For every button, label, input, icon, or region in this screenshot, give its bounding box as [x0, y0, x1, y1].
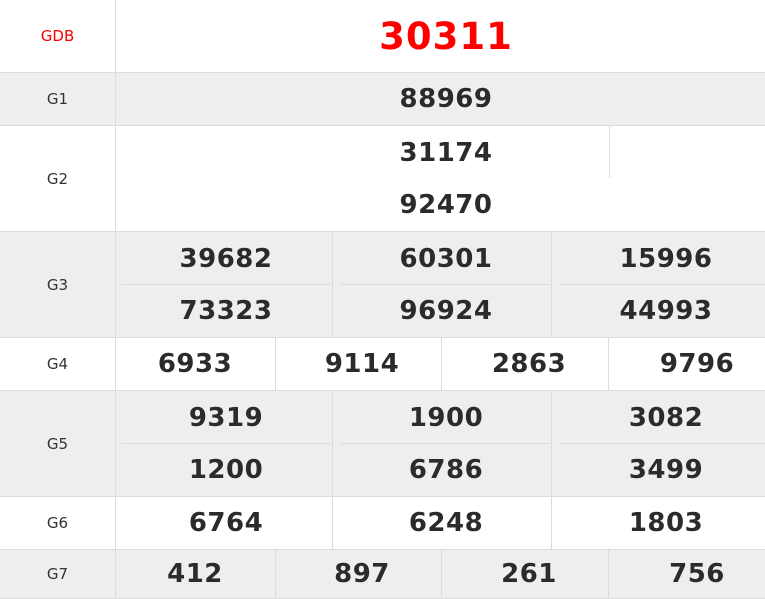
prize-number: 73323 [179, 296, 273, 326]
prize-number: 261 [501, 559, 557, 589]
prize-number: 9114 [324, 349, 400, 379]
prize-number: 15996 [619, 243, 713, 274]
prize-number: 897 [334, 559, 390, 589]
column-divider [551, 497, 552, 549]
prize-number: 6764 [188, 508, 264, 538]
prize-number: 31174 [399, 137, 493, 168]
prize-number: 6248 [408, 508, 484, 538]
row-divider [121, 284, 331, 285]
column-divider [332, 391, 333, 496]
row-divider [560, 284, 765, 285]
row-divider [341, 284, 550, 285]
prize-number: 60301 [399, 243, 493, 274]
column-divider [608, 550, 609, 598]
prize-number: 30311 [379, 14, 513, 58]
column-divider [275, 338, 276, 390]
column-divider [609, 126, 610, 178]
prize-number: 39682 [179, 243, 273, 274]
row-divider [341, 443, 550, 444]
row-divider [560, 443, 765, 444]
prize-number: 92470 [399, 190, 493, 220]
column-divider [332, 232, 333, 337]
prize-row-g2: G2 31174 92470 [0, 126, 765, 232]
prize-row-gdb: GDB 30311 [0, 0, 765, 73]
prize-number: 2863 [491, 349, 567, 379]
prize-number: 1900 [408, 402, 484, 433]
column-divider [275, 550, 276, 598]
prize-number: 1200 [188, 455, 264, 485]
prize-row-g1: G1 88969 [0, 73, 765, 126]
prize-row-g5: G5 9319 1200 1900 6786 3082 3499 [0, 391, 765, 497]
column-divider [441, 550, 442, 598]
column-divider [332, 497, 333, 549]
prize-label: G5 [0, 391, 116, 496]
prize-label: G3 [0, 232, 116, 337]
prize-label: G2 [0, 126, 116, 231]
prize-number: 88969 [399, 84, 493, 114]
prize-row-g7: G7 412 897 261 756 [0, 550, 765, 599]
column-divider [441, 338, 442, 390]
prize-number: 9319 [188, 402, 264, 433]
prize-label: G6 [0, 497, 116, 549]
column-divider [551, 391, 552, 496]
prize-number: 96924 [399, 296, 493, 326]
prize-number: 756 [669, 559, 725, 589]
prize-row-g4: G4 6933 9114 2863 9796 [0, 338, 765, 391]
prize-number: 3082 [628, 402, 704, 433]
prize-row-g3: G3 39682 73323 60301 96924 15996 44993 [0, 232, 765, 338]
prize-number: 6786 [408, 455, 484, 485]
prize-number: 3499 [628, 455, 704, 485]
prize-number: 412 [167, 559, 223, 589]
prize-number: 6933 [157, 349, 233, 379]
column-divider [608, 338, 609, 390]
prize-label: G1 [0, 73, 116, 125]
prize-number: 1803 [628, 508, 704, 538]
prize-label: G4 [0, 338, 116, 390]
prize-label: G7 [0, 550, 116, 598]
prize-number: 44993 [619, 296, 713, 326]
prize-number: 9796 [659, 349, 735, 379]
row-divider [121, 443, 331, 444]
column-divider [551, 232, 552, 337]
prize-row-g6: G6 6764 6248 1803 [0, 497, 765, 550]
prize-label: GDB [0, 0, 116, 72]
